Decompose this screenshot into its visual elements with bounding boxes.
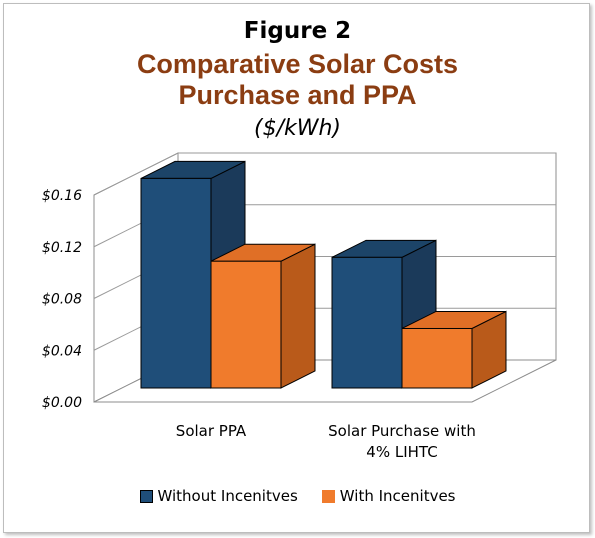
legend: Without Incenitves With Incenitves (0, 487, 595, 505)
y-tick-label: $0.04 (42, 343, 82, 359)
y-tick-label: $0.08 (42, 292, 82, 308)
gridline (93, 152, 556, 196)
legend-item-without: Without Incenitves (139, 487, 298, 505)
x-category-label: Solar Purchase with (328, 422, 476, 440)
bar (140, 177, 212, 389)
x-category-label: 4% LIHTC (366, 443, 437, 461)
legend-label-without: Without Incenitves (157, 487, 298, 505)
legend-swatch-without (139, 489, 153, 503)
figure-label: Figure 2 (243, 18, 352, 44)
legend-label-with: With Incenitves (339, 487, 456, 505)
chart-units: ($/kWh) (253, 116, 341, 141)
bar-side (280, 243, 316, 389)
y-tick-label: $0.16 (42, 188, 82, 204)
bar (210, 260, 282, 389)
bar (331, 256, 403, 389)
y-tick-label: $0.00 (42, 395, 82, 411)
chart-title: Comparative Solar Costs (136, 49, 459, 79)
x-category-label: Solar PPA (176, 422, 247, 440)
bar (401, 327, 473, 389)
chart-subtitle: Purchase and PPA (178, 80, 417, 110)
legend-item-with: With Incenitves (321, 487, 456, 505)
legend-swatch-with (321, 489, 335, 503)
y-tick-label: $0.12 (42, 240, 82, 256)
